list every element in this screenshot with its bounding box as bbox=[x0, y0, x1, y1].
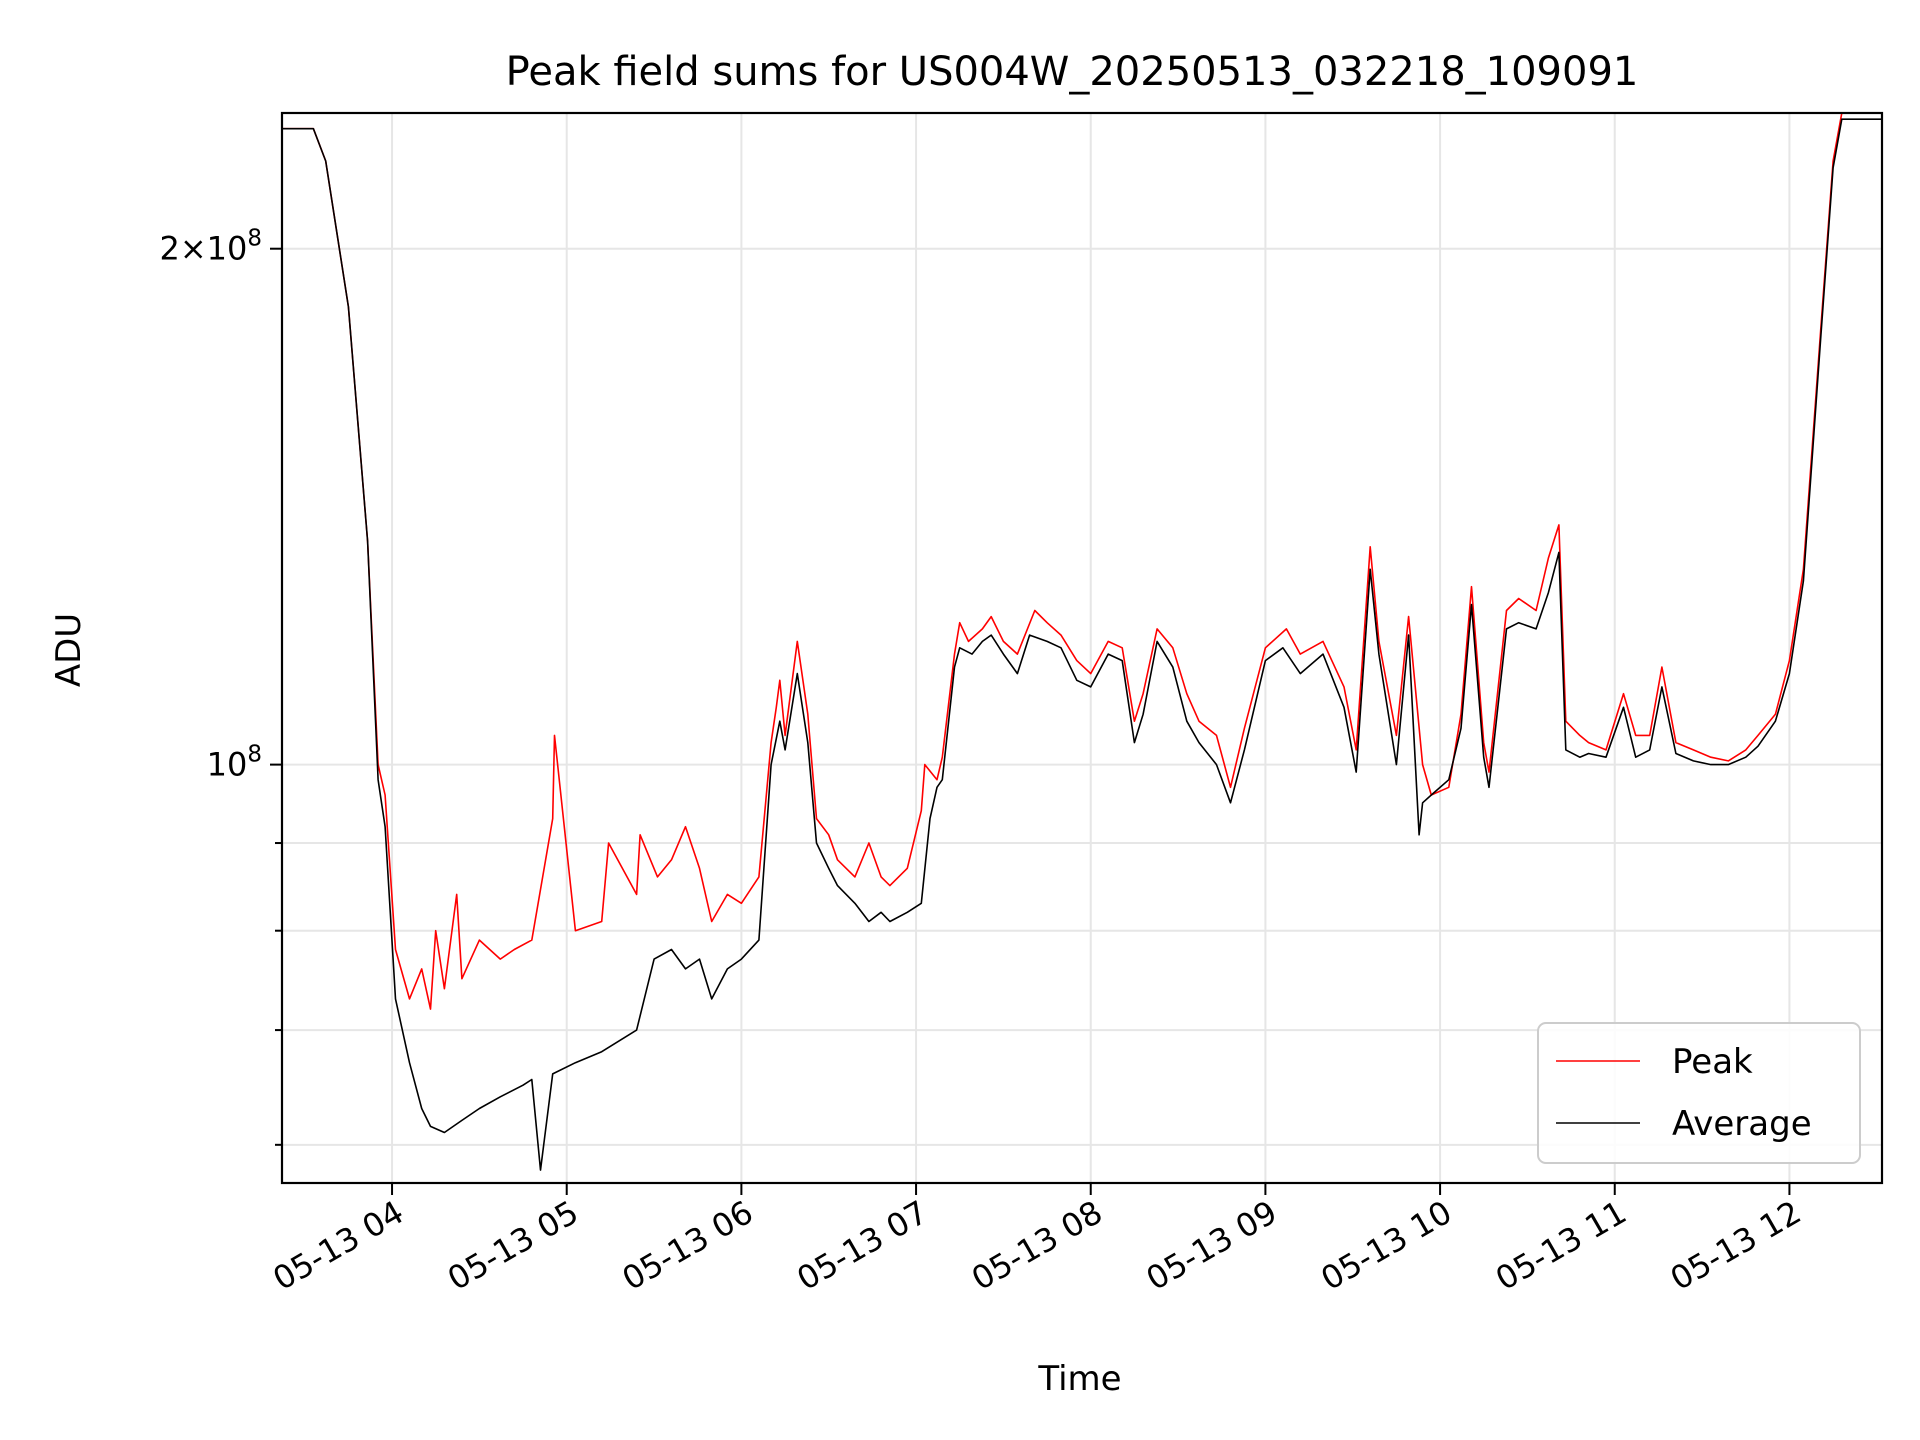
plot-frame bbox=[280, 111, 1884, 1185]
legend-entry-average: Average bbox=[1672, 1104, 1812, 1144]
y-tick-label: 108 bbox=[207, 742, 262, 784]
series-line-average bbox=[282, 118, 1882, 1171]
y-axis: 108 2×108 bbox=[159, 226, 282, 1146]
y-tick-label: 2×108 bbox=[159, 226, 262, 268]
series-line-peak bbox=[282, 113, 1882, 1010]
legend: Peak Average bbox=[1537, 1022, 1861, 1164]
series-layer bbox=[282, 113, 1882, 1171]
chart-title: Peak field sums for US004W_20250513_0322… bbox=[506, 49, 1639, 95]
x-axis-label: Time bbox=[1037, 1359, 1121, 1399]
y-axis-label: ADU bbox=[49, 613, 89, 687]
legend-box bbox=[1537, 1022, 1861, 1164]
legend-entry-peak: Peak bbox=[1672, 1042, 1753, 1082]
